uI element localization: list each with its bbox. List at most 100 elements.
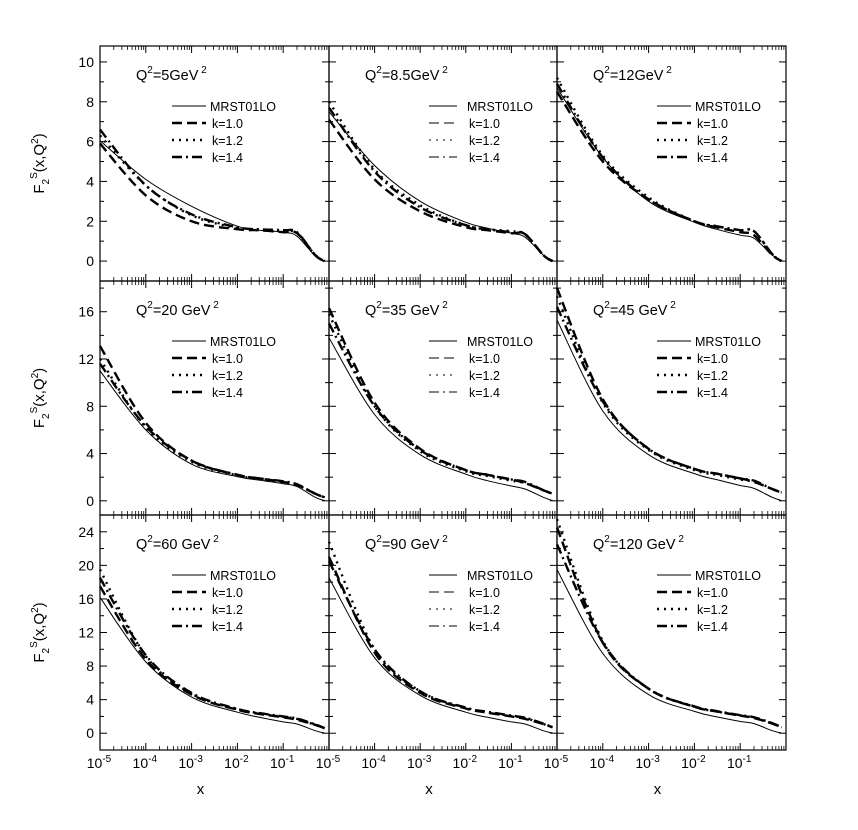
legend-label: k=1.2 xyxy=(697,134,728,148)
legend: MRST01LO k=1.0 k=1.2 k=1.4 xyxy=(657,335,761,400)
legend: MRST01LO k=1.0 k=1.2 k=1.4 xyxy=(172,569,276,634)
y-axis-label: F2S(x,Q2) xyxy=(29,602,52,662)
legend-label: MRST01LO xyxy=(210,100,276,114)
panel-title: Q2=35 GeV 2 xyxy=(365,300,448,319)
legend-label: k=1.0 xyxy=(212,586,243,600)
legend-label: k=1.4 xyxy=(212,151,243,165)
x-tick-label: 10-1 xyxy=(270,754,295,771)
panel-1: 0 2 4 6 8 10 F2S(x,Q2) Q2=5GeV 2 MRST01LO k=1.0 k=… xyxy=(29,45,330,282)
x-tick-label: 10-5 xyxy=(316,754,341,771)
y-tick-label: 4 xyxy=(86,173,94,189)
legend-label: MRST01LO xyxy=(695,335,761,349)
legend-label: MRST01LO xyxy=(467,100,533,114)
legend-label: k=1.0 xyxy=(697,586,728,600)
series-line-k-1-2 xyxy=(328,101,554,263)
panel-6: Q2=45 GeV 2 MRST01LO k=1.0 k=1.2 k=1.4 xyxy=(555,280,787,516)
panel-frame xyxy=(328,45,558,282)
legend-label: MRST01LO xyxy=(210,335,276,349)
series-line-mrst01lo xyxy=(328,111,553,262)
legend-label: MRST01LO xyxy=(695,569,761,583)
y-tick-label: 0 xyxy=(86,253,94,269)
panel-title: Q2=120 GeV 2 xyxy=(593,534,684,553)
panel-title: Q2=8.5GeV 2 xyxy=(365,65,448,84)
legend-label: k=1.4 xyxy=(697,151,728,165)
legend-label: MRST01LO xyxy=(467,569,533,583)
y-tick-label: 12 xyxy=(78,625,94,641)
x-tick-label: 10-5 xyxy=(87,754,112,771)
panel-title: Q2=20 GeV 2 xyxy=(136,300,219,319)
series-line-k-1-4 xyxy=(328,107,554,263)
x-tick-label: 10-5 xyxy=(544,754,569,771)
panel-title: Q2=45 GeV 2 xyxy=(593,300,676,319)
series-line-k-1-4 xyxy=(99,362,326,499)
y-tick-label: 16 xyxy=(78,591,94,607)
x-axis-label: x xyxy=(654,781,662,798)
legend-label: k=1.2 xyxy=(212,369,243,383)
y-tick-label: 2 xyxy=(86,213,94,229)
legend-label: k=1.0 xyxy=(697,117,728,131)
y-tick-label: 8 xyxy=(86,94,94,110)
legend-label: k=1.0 xyxy=(469,352,500,366)
y-axis-label: F2S(x,Q2) xyxy=(29,133,52,193)
x-tick-label: 10-1 xyxy=(498,754,523,771)
y-tick-label: 4 xyxy=(86,446,94,462)
series-line-k-1-4 xyxy=(555,543,783,729)
x-tick-label: 10-3 xyxy=(178,754,203,771)
series-line-mrst01lo xyxy=(328,577,553,734)
series-line-k-1-4 xyxy=(327,560,554,729)
legend: MRST01LO k=1.0 k=1.2 k=1.4 xyxy=(429,569,533,634)
y-tick-label: 8 xyxy=(86,398,94,414)
x-tick-label: 10-2 xyxy=(224,754,249,771)
legend-label: k=1.4 xyxy=(212,620,243,634)
panel-8: 10-5 10-4 10-3 10-2 10-1 x Q2=90 GeV 2 MRST01LO… xyxy=(316,514,558,798)
x-tick-label: 10-4 xyxy=(133,754,158,771)
legend-label: k=1.0 xyxy=(697,352,728,366)
series-line-k-1-4 xyxy=(555,306,782,494)
legend-label: MRST01LO xyxy=(467,335,533,349)
y-tick-label: 8 xyxy=(86,658,94,674)
legend-label: MRST01LO xyxy=(210,569,276,583)
y-axis-label: F2S(x,Q2) xyxy=(29,368,52,428)
x-tick-label: 10-4 xyxy=(361,754,386,771)
panel-title: Q2=90 GeV 2 xyxy=(365,534,448,553)
x-tick-label: 10-3 xyxy=(407,754,432,771)
panel-3: Q2=12GeV 2 MRST01LO k=1.0 k=1.2 k=1.4 xyxy=(555,45,787,282)
legend-label: k=1.4 xyxy=(697,386,728,400)
legend-label: k=1.4 xyxy=(469,620,500,634)
series-line-k-1-4 xyxy=(555,83,783,263)
legend: MRST01LO k=1.0 k=1.2 k=1.4 xyxy=(657,569,761,634)
x-tick-label: 10-2 xyxy=(453,754,478,771)
y-tick-label: 0 xyxy=(86,725,94,741)
series-line-k-1-4 xyxy=(98,577,326,730)
legend-label: k=1.4 xyxy=(469,151,500,165)
y-tick-label: 0 xyxy=(86,493,94,509)
y-tick-label: 16 xyxy=(78,304,94,320)
legend: MRST01LO k=1.0 k=1.2 k=1.4 xyxy=(429,100,533,165)
series-line-k-1-2 xyxy=(555,295,782,494)
series-line-k-1-4 xyxy=(99,128,326,263)
y-tick-label: 12 xyxy=(78,351,94,367)
panel-7: 0 4 8 12 16 20 24 10-5 10-4 10-3 10-2 10-1 x F2S(x,Q2… xyxy=(29,514,330,798)
panel-4: 0 4 8 12 16 F2S(x,Q2) Q2=20 GeV 2 MRST01LO k=1.0… xyxy=(29,280,330,516)
panel-title: Q2=12GeV 2 xyxy=(593,65,672,84)
panel-title: Q2=5GeV 2 xyxy=(136,65,207,84)
y-tick-label: 6 xyxy=(86,134,94,150)
x-axis-label: x xyxy=(425,781,433,798)
series-line-mrst01lo xyxy=(556,319,782,502)
x-tick-label: 10-1 xyxy=(727,754,752,771)
series-line-mrst01lo xyxy=(328,337,553,502)
legend-label: k=1.2 xyxy=(212,603,243,617)
legend-label: k=1.0 xyxy=(212,352,243,366)
x-axis-label: x xyxy=(197,781,205,798)
x-tick-label: 10-3 xyxy=(635,754,660,771)
legend-label: k=1.4 xyxy=(469,386,500,400)
legend-label: k=1.2 xyxy=(469,134,500,148)
x-tick-label: 10-4 xyxy=(590,754,615,771)
panel-9: 10-5 10-4 10-3 10-2 10-1 x Q2=120 GeV 2 MRST01L… xyxy=(544,514,787,798)
legend: MRST01LO k=1.0 k=1.2 k=1.4 xyxy=(657,100,761,165)
series-line-mrst01lo xyxy=(99,597,325,734)
legend: MRST01LO k=1.0 k=1.2 k=1.4 xyxy=(172,335,276,400)
legend-label: k=1.2 xyxy=(212,134,243,148)
panel-5: Q2=35 GeV 2 MRST01LO k=1.0 k=1.2 k=1.4 xyxy=(327,280,558,516)
